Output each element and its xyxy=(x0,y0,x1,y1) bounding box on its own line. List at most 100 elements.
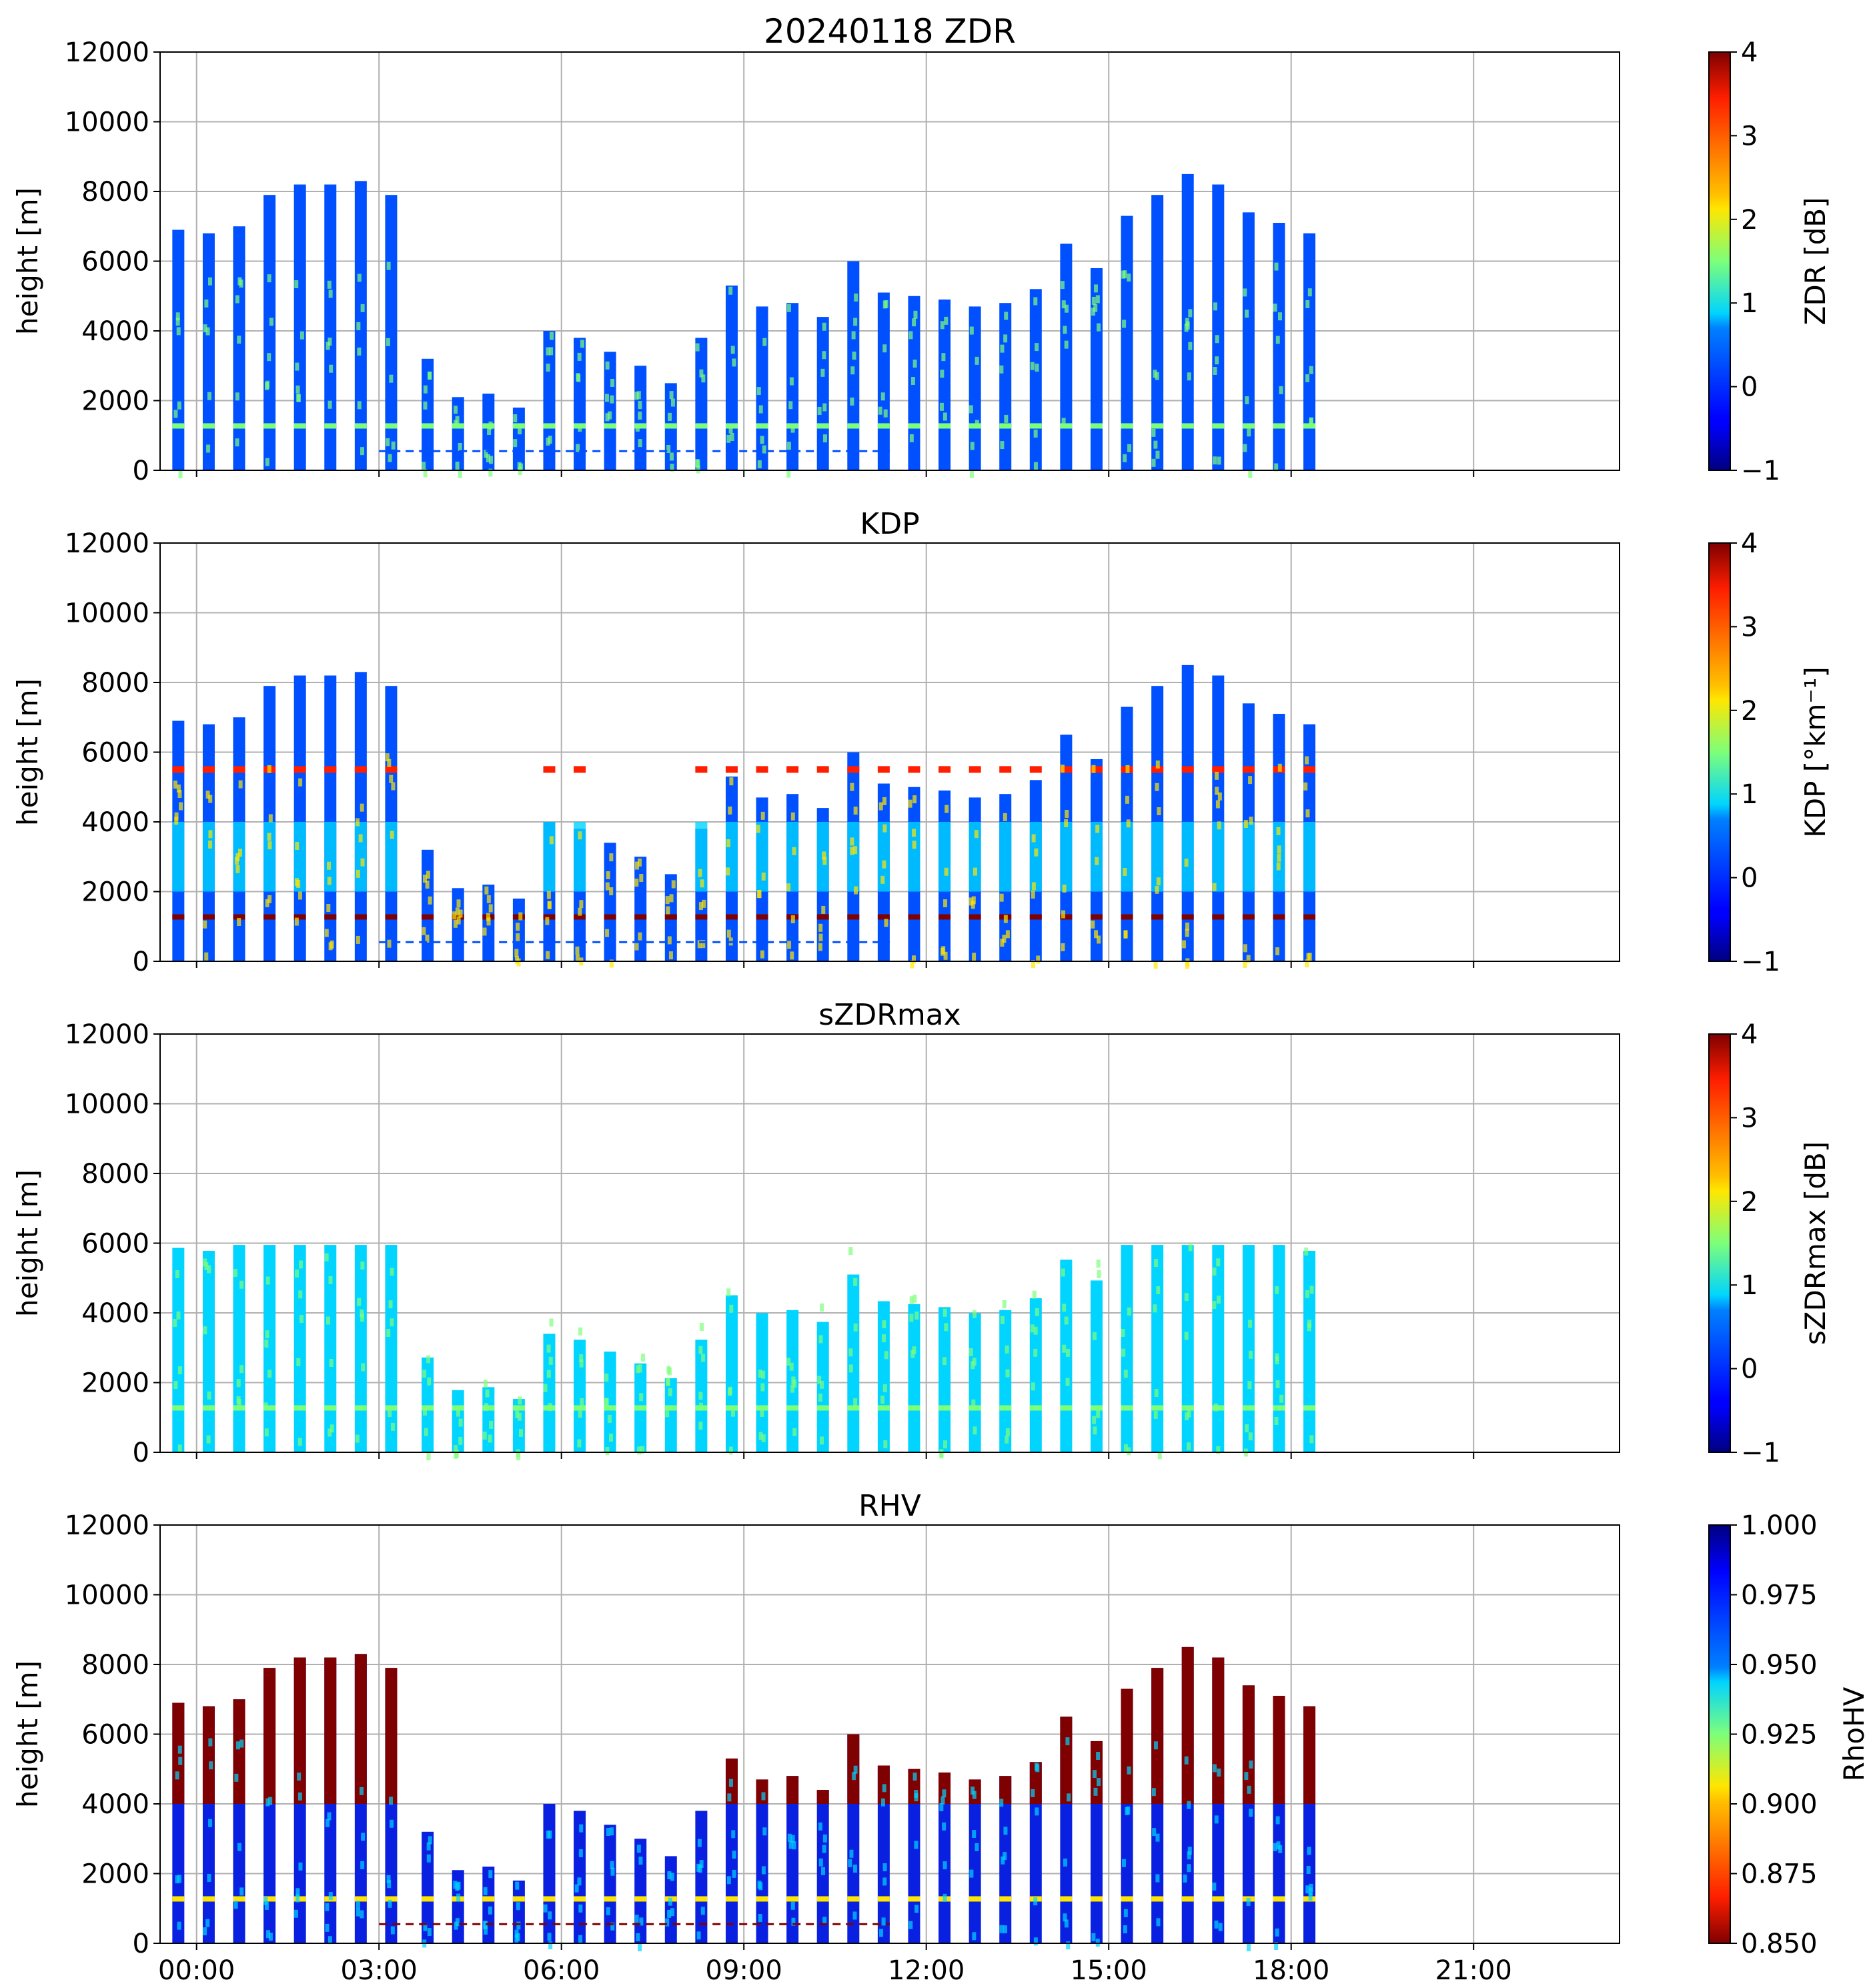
melting-layer xyxy=(1151,1896,1164,1902)
speckle xyxy=(667,1871,672,1879)
panel-title: 20240118 ZDR xyxy=(764,12,1016,51)
y-tick-label: 12000 xyxy=(65,1019,149,1050)
speckle xyxy=(790,1901,795,1910)
speckle xyxy=(698,1346,703,1354)
speckle xyxy=(638,1364,642,1373)
speckle xyxy=(1002,1300,1007,1308)
speckle xyxy=(488,1434,492,1443)
melting-layer xyxy=(756,1896,768,1902)
melting-layer xyxy=(385,1896,398,1902)
scan-bar-band xyxy=(324,766,337,773)
colorbar-tick-label: 3 xyxy=(1741,121,1758,151)
scan-column xyxy=(969,766,981,961)
speckle xyxy=(1274,1416,1279,1425)
speckle xyxy=(695,343,700,352)
scan-column xyxy=(725,1288,738,1455)
melting-layer xyxy=(1151,1405,1164,1411)
speckle xyxy=(730,346,735,354)
speckle xyxy=(517,1412,522,1421)
scan-bar xyxy=(1060,243,1073,470)
speckle xyxy=(203,920,207,929)
melting-layer xyxy=(877,423,890,429)
speckle xyxy=(356,322,361,330)
scan-column xyxy=(1273,714,1285,961)
speckle xyxy=(851,331,856,340)
speckle xyxy=(458,470,462,478)
y-tick-label: 10000 xyxy=(65,107,149,138)
speckle xyxy=(299,1314,304,1323)
speckle xyxy=(484,450,488,458)
speckle xyxy=(636,1845,641,1853)
speckle xyxy=(175,318,180,326)
scan-column xyxy=(1303,1706,1316,1943)
scan-column xyxy=(756,1313,768,1452)
speckle xyxy=(1125,765,1130,773)
y-axis-label: height [m] xyxy=(11,1660,44,1808)
speckle xyxy=(425,881,430,889)
speckle xyxy=(488,1906,492,1915)
scan-bar-band xyxy=(1151,766,1164,773)
speckle xyxy=(1033,1937,1038,1946)
speckle xyxy=(792,1841,796,1850)
speckle xyxy=(267,895,272,903)
speckle xyxy=(237,1843,241,1851)
scan-column xyxy=(354,672,367,961)
speckle xyxy=(1066,1941,1071,1950)
melting-layer xyxy=(1273,1405,1285,1411)
speckle xyxy=(385,753,390,762)
melting-layer xyxy=(263,423,276,429)
scan-column xyxy=(999,303,1012,470)
speckle xyxy=(850,783,854,791)
speckle xyxy=(969,326,974,335)
speckle xyxy=(761,1792,766,1801)
speckle xyxy=(728,425,733,434)
scan-column xyxy=(202,233,215,470)
speckle xyxy=(1157,1451,1162,1460)
speckle xyxy=(324,1253,329,1262)
scan-bar-upper xyxy=(939,1772,951,1804)
scan-column xyxy=(293,1245,306,1452)
scan-column xyxy=(847,261,860,470)
scan-column xyxy=(512,1396,525,1460)
speckle xyxy=(940,321,945,330)
speckle xyxy=(608,411,612,420)
colorbar-tick-label: 4 xyxy=(1741,1019,1758,1050)
speckle xyxy=(239,1739,244,1748)
colorbar-tick-label: 2 xyxy=(1741,205,1758,235)
speckle xyxy=(1035,364,1039,372)
speckle xyxy=(882,824,887,833)
scan-column xyxy=(1060,1260,1073,1452)
speckle xyxy=(700,879,704,888)
y-tick-label: 2000 xyxy=(81,877,149,908)
speckle xyxy=(548,1403,552,1412)
scan-column xyxy=(324,1657,337,1945)
speckle xyxy=(700,1907,705,1915)
melting-layer xyxy=(422,1896,434,1902)
melting-layer xyxy=(1060,1405,1073,1411)
speckle xyxy=(389,374,394,383)
speckle xyxy=(820,368,825,377)
scan-column xyxy=(172,1248,185,1453)
speckle xyxy=(267,274,271,283)
scan-bar-band xyxy=(1090,822,1103,892)
speckle xyxy=(666,906,670,915)
speckle xyxy=(726,1288,731,1297)
speckle xyxy=(610,1867,615,1876)
speckle xyxy=(1092,1416,1097,1424)
speckle xyxy=(1243,444,1247,452)
melting-layer xyxy=(1273,914,1285,920)
speckle xyxy=(1305,959,1309,968)
speckle xyxy=(878,406,882,415)
melting-layer xyxy=(543,423,556,429)
speckle xyxy=(971,1787,975,1795)
speckle xyxy=(547,1933,552,1941)
speckle xyxy=(1153,370,1157,378)
speckle xyxy=(729,777,734,786)
scan-column xyxy=(939,1772,951,1943)
scan-column xyxy=(574,1327,586,1452)
speckle xyxy=(268,1797,273,1805)
scan-column xyxy=(512,1880,525,1943)
speckle xyxy=(1181,940,1186,949)
speckle xyxy=(1187,1851,1191,1860)
speckle xyxy=(298,778,303,787)
